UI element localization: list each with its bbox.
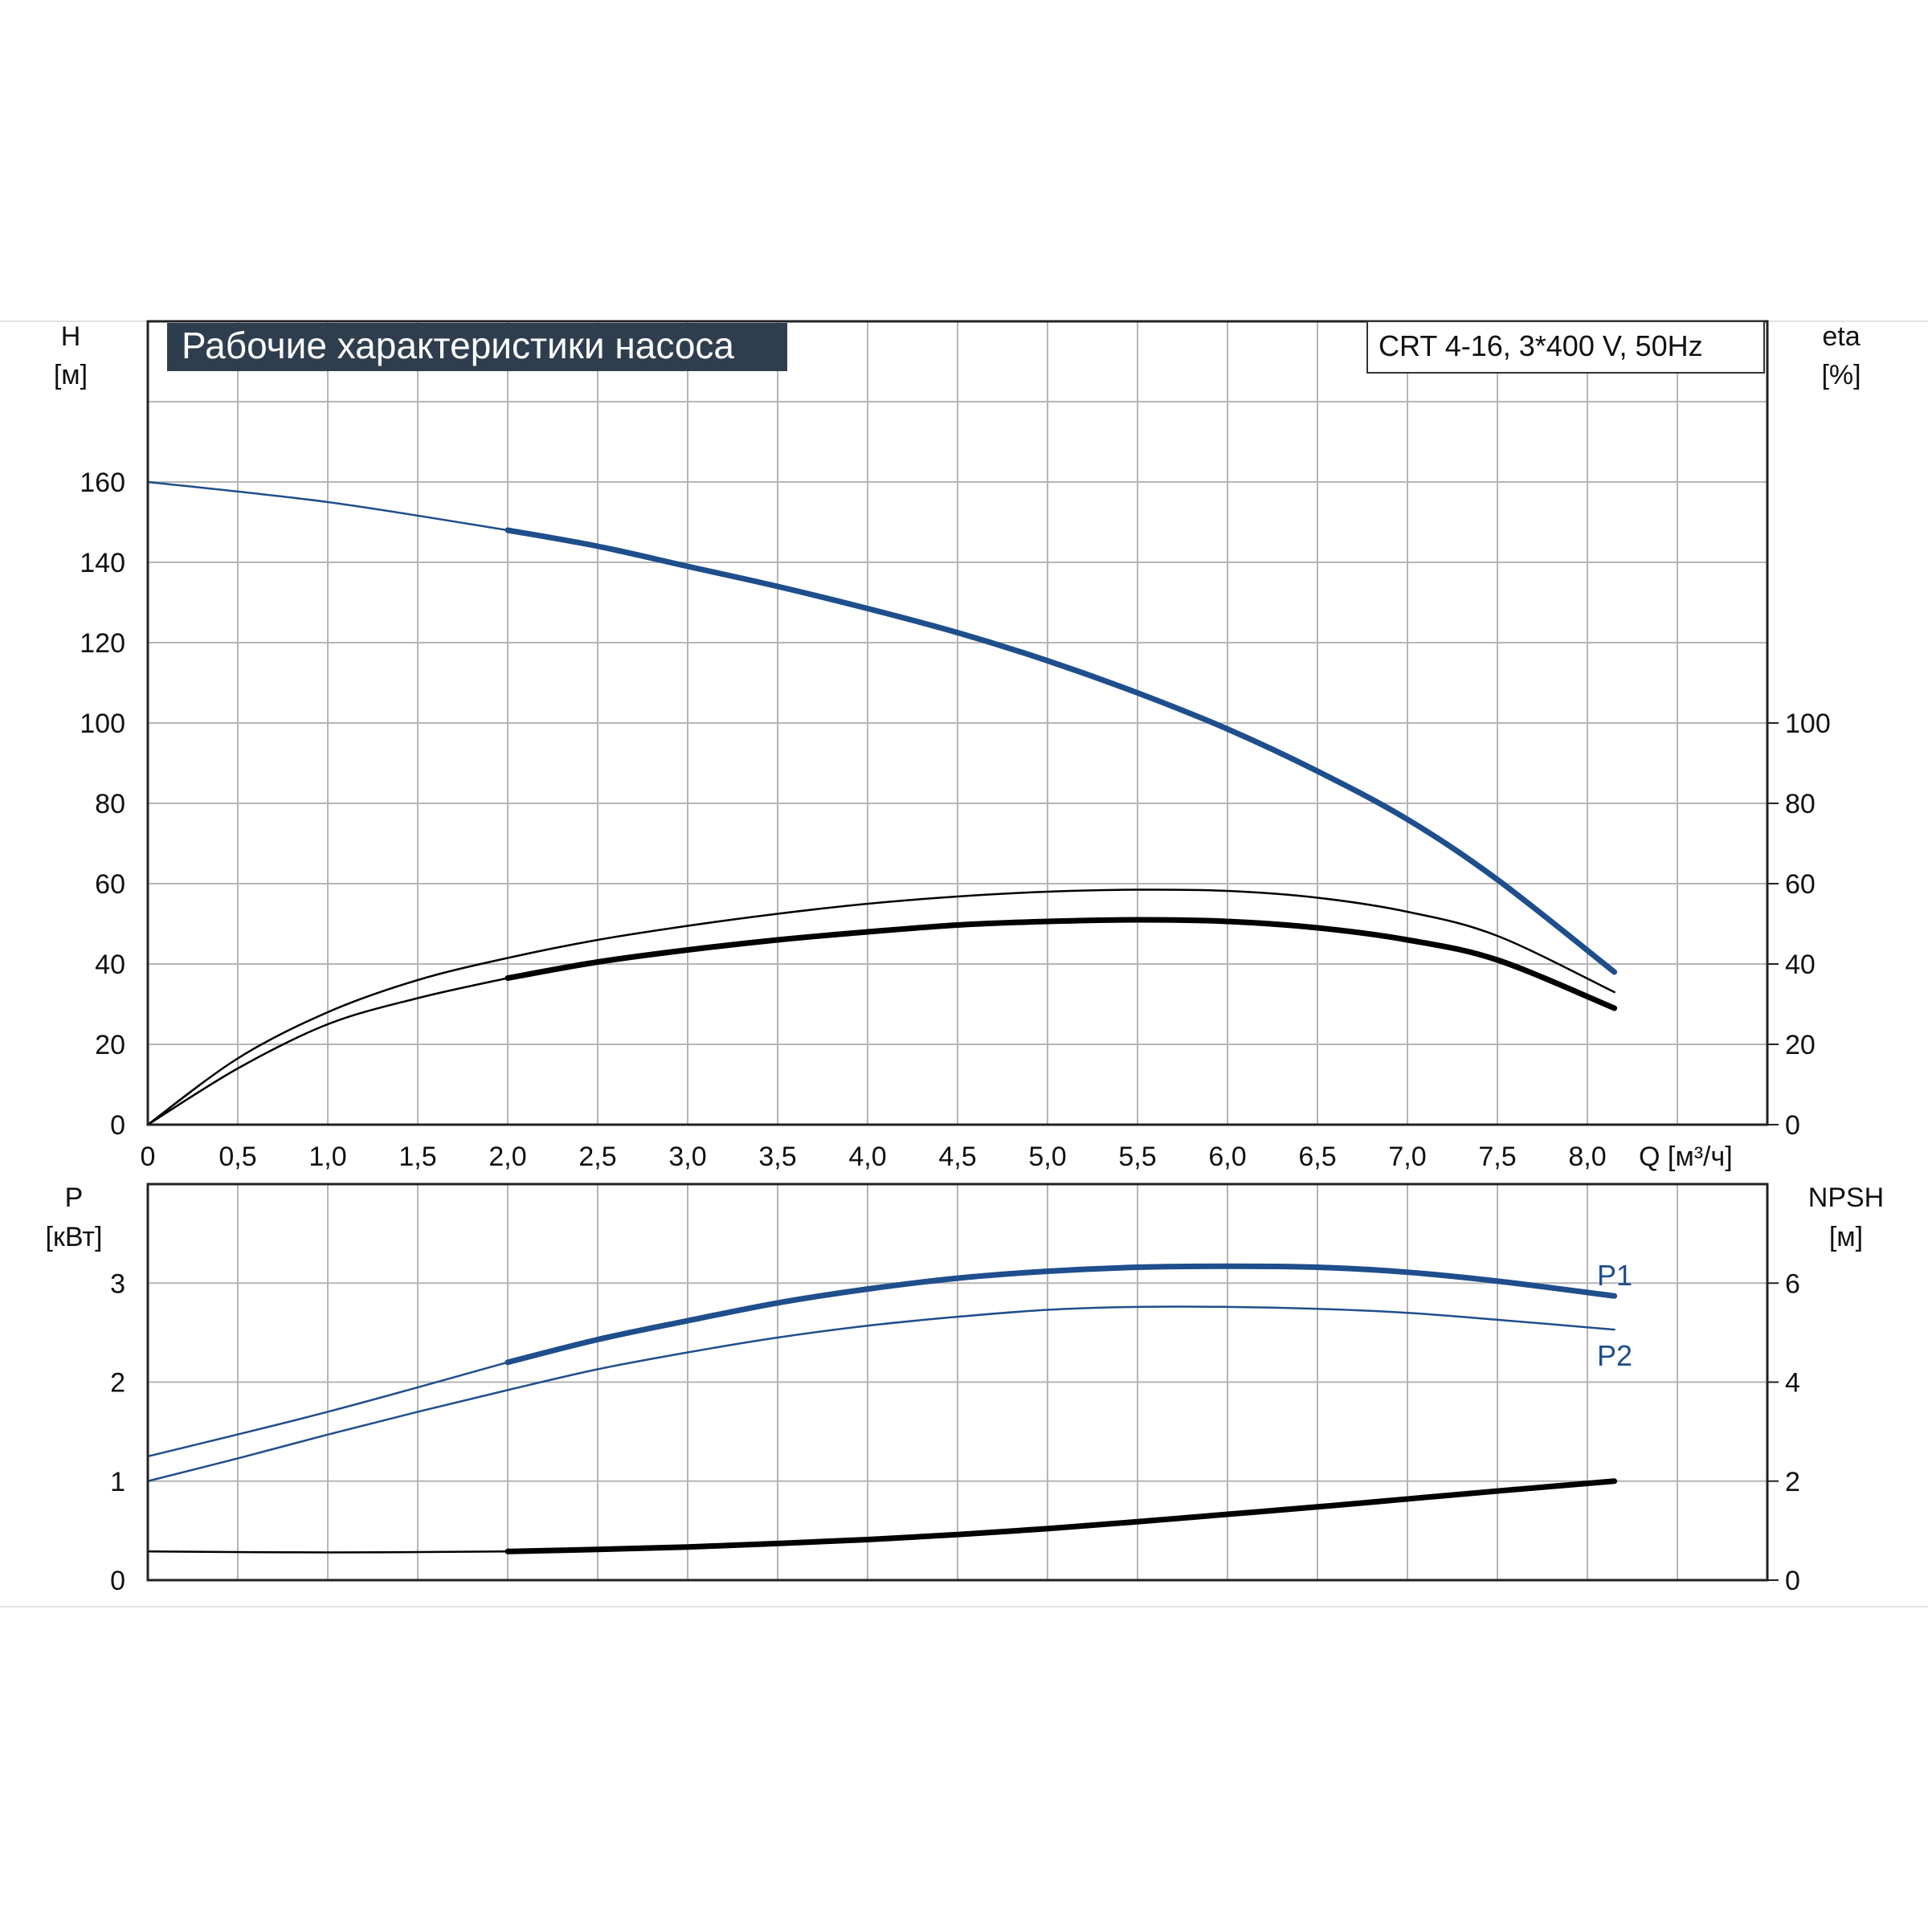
npsh-tick-label: 2 bbox=[1785, 1467, 1800, 1497]
top-series-2-thick-line bbox=[504, 917, 1618, 1011]
y-right-tick-label: 60 bbox=[1785, 869, 1816, 900]
title-box bbox=[167, 323, 787, 371]
x-tick-label: 1,5 bbox=[398, 1142, 436, 1172]
bottom-panel-grid bbox=[148, 1184, 1767, 1580]
y-axis-left-unit-top: [м] bbox=[54, 360, 88, 390]
top-series-2-thin-line bbox=[146, 977, 509, 1126]
p-tick-label: 0 bbox=[110, 1566, 125, 1596]
model-label: CRT 4-16, 3*400 V, 50Hz bbox=[1379, 329, 1703, 362]
npsh-tick-label: 4 bbox=[1785, 1368, 1800, 1399]
bottom-series-2-thin-line bbox=[146, 1550, 509, 1554]
x-tick-label: 4,0 bbox=[848, 1142, 886, 1172]
x-tick-label: 0 bbox=[141, 1142, 156, 1172]
x-tick-label: 6,0 bbox=[1208, 1142, 1246, 1172]
p-tick-label: 2 bbox=[110, 1368, 125, 1399]
x-tick-label: 7,5 bbox=[1478, 1142, 1516, 1172]
bottom-series-0-thick-line bbox=[504, 1263, 1618, 1366]
y-right-tick-label: 0 bbox=[1785, 1110, 1800, 1141]
npsh-tick-label: 0 bbox=[1785, 1566, 1800, 1596]
y-axis-right-name-bottom: NPSH bbox=[1808, 1182, 1884, 1213]
y-left-tick-label: 160 bbox=[80, 468, 125, 498]
top-panel-frame bbox=[146, 320, 1769, 1126]
x-tick-label: 5,0 bbox=[1028, 1142, 1066, 1172]
y-left-tick-label: 20 bbox=[95, 1030, 125, 1060]
y-axis-right-unit-top: [%] bbox=[1821, 360, 1861, 390]
y-left-tick-label: 120 bbox=[80, 628, 125, 659]
series-label-p2: P2 bbox=[1597, 1339, 1632, 1372]
y-axis-left-name-top: H bbox=[61, 321, 81, 352]
x-tick-label: 1,0 bbox=[308, 1142, 346, 1172]
tick-labels-layer: 0 0,5 1,0 1,5 2,0 2,5 3,0 3,5 4,0 4,5 5,0 5,5 6,0 6,5… bbox=[80, 468, 1830, 1596]
bottom-panel-frame bbox=[146, 1182, 1769, 1582]
x-tick-label: 5,5 bbox=[1118, 1142, 1156, 1172]
x-tick-label: 2,0 bbox=[488, 1142, 526, 1172]
x-tick-label: 6,5 bbox=[1298, 1142, 1336, 1172]
y-left-tick-label: 0 bbox=[110, 1110, 125, 1141]
curves-layer bbox=[146, 480, 1618, 1554]
top-series-1-thin-line bbox=[146, 888, 1616, 1126]
p-tick-label: 3 bbox=[110, 1268, 125, 1299]
x-axis-label: Q [м³/ч] bbox=[1639, 1142, 1733, 1172]
y-right-tick-label: 80 bbox=[1785, 789, 1816, 819]
bottom-series-1-thin-line bbox=[146, 1305, 1616, 1482]
y-axis-right-name-top: eta bbox=[1822, 321, 1860, 352]
bottom-series-0-thin-line bbox=[146, 1361, 509, 1458]
chart-title: Рабочие характеристики насоса bbox=[182, 325, 734, 366]
npsh-tick-label: 6 bbox=[1785, 1268, 1800, 1299]
y-axis-right-unit-bottom: [м] bbox=[1829, 1222, 1863, 1252]
model-box bbox=[1366, 321, 1765, 374]
y-axis-left-name-bottom: P bbox=[65, 1182, 84, 1213]
y-right-tick-label: 20 bbox=[1785, 1030, 1816, 1060]
y-axis-left-unit-bottom: [кВт] bbox=[46, 1222, 103, 1252]
y-left-tick-label: 140 bbox=[80, 548, 125, 578]
y-left-tick-label: 60 bbox=[95, 869, 125, 900]
y-right-tick-label: 100 bbox=[1785, 709, 1831, 739]
x-tick-label: 3,0 bbox=[668, 1142, 706, 1172]
x-tick-label: 3,5 bbox=[758, 1142, 796, 1172]
top-series-0-thin-line bbox=[146, 480, 509, 532]
bottom-series-2-thick-line bbox=[504, 1478, 1618, 1554]
top-series-0-thick-line bbox=[504, 527, 1618, 975]
x-tick-label: 2,5 bbox=[578, 1142, 616, 1172]
x-tick-label: 0,5 bbox=[219, 1142, 256, 1172]
y-left-tick-label: 40 bbox=[95, 950, 125, 980]
x-tick-label: 8,0 bbox=[1568, 1142, 1606, 1172]
x-tick-label: 4,5 bbox=[938, 1142, 976, 1172]
x-tick-label: 7,0 bbox=[1388, 1142, 1426, 1172]
y-left-tick-label: 80 bbox=[95, 789, 125, 819]
top-panel-grid bbox=[148, 321, 1767, 1125]
y-left-tick-label: 100 bbox=[80, 709, 125, 739]
p-tick-label: 1 bbox=[110, 1467, 125, 1497]
series-label-p1: P1 bbox=[1597, 1259, 1632, 1292]
y-right-tick-label: 40 bbox=[1785, 950, 1816, 980]
